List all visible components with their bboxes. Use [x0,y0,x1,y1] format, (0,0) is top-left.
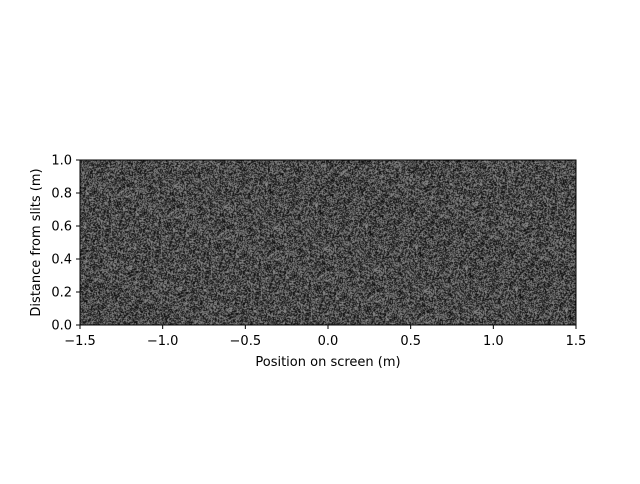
heatmap-noise [80,160,576,325]
x-tick-label: −1.5 [64,334,96,349]
x-tick-label: 0.0 [318,334,339,349]
y-tick-label: 0.0 [51,319,72,334]
y-axis-label: Distance from slits (m) [29,168,44,316]
x-tick-label: 1.5 [566,334,587,349]
y-tick-label: 0.8 [51,187,72,202]
x-tick-label: 1.0 [483,334,504,349]
x-axis-label: Position on screen (m) [255,355,400,370]
x-tick-label: −0.5 [230,334,262,349]
y-tick-label: 1.0 [51,154,72,169]
y-tick-label: 0.4 [51,253,72,268]
x-tick-label: −1.0 [147,334,179,349]
y-tick-label: 0.6 [51,220,72,235]
y-tick-label: 0.2 [51,286,72,301]
y-axis-ticks: 0.0 0.2 0.4 0.6 0.8 1.0 [51,154,80,334]
heatmap-image [80,160,576,325]
x-tick-label: 0.5 [400,334,421,349]
x-axis-ticks: −1.5 −1.0 −0.5 0.0 0.5 1.0 1.5 [64,325,586,349]
